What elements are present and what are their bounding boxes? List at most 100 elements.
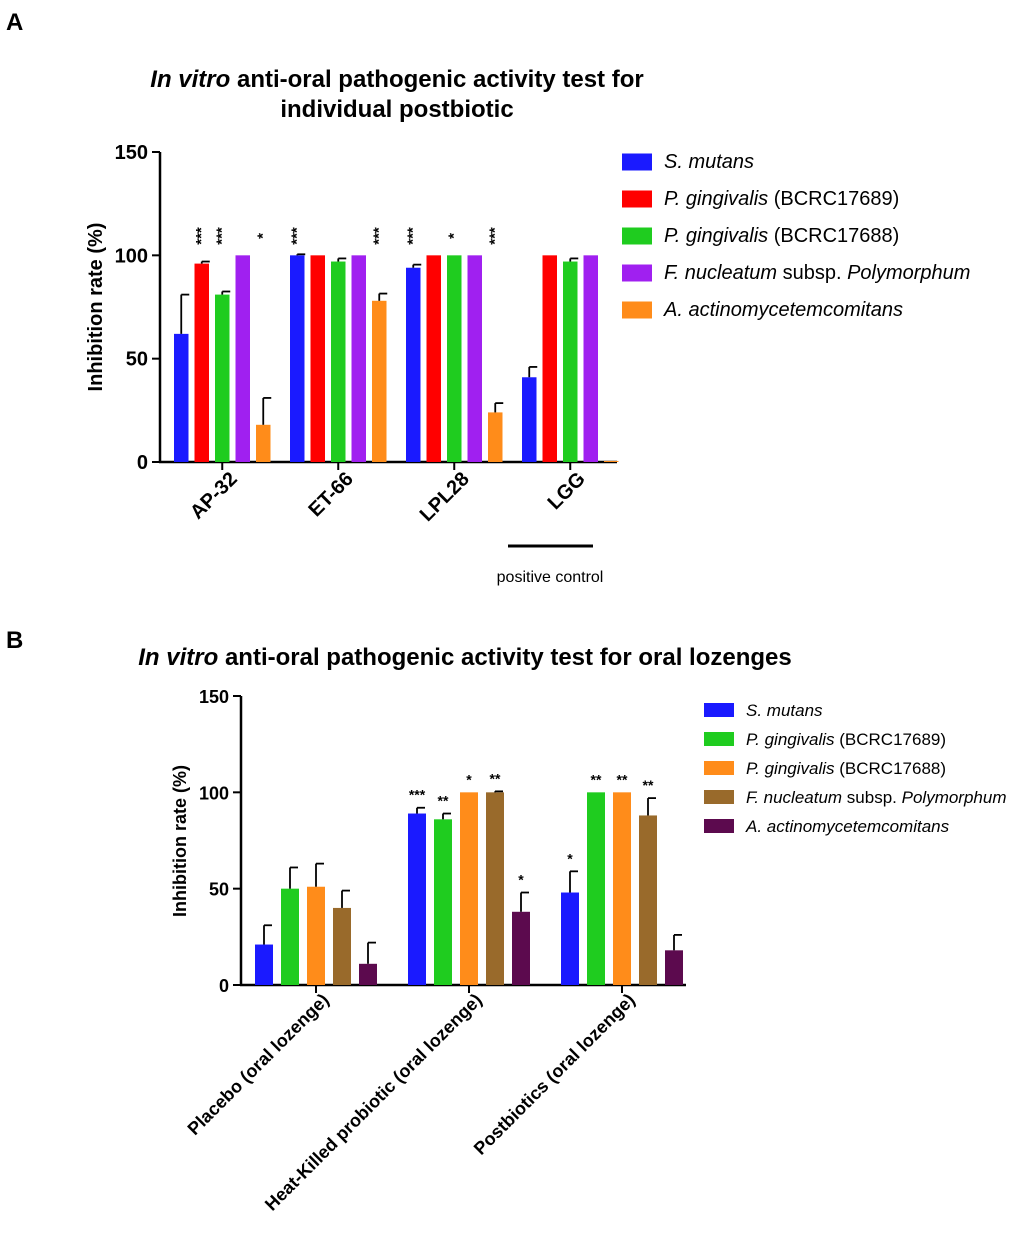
y-tick-label: 100 <box>199 783 229 803</box>
significance-stars: ** <box>490 770 501 786</box>
legend-label-italic: S. mutans <box>664 151 754 173</box>
bar <box>486 792 504 985</box>
significance-stars: ** <box>643 777 654 793</box>
bar <box>408 813 426 985</box>
bar <box>174 333 189 462</box>
legend-label-rest: (BCRC17688) <box>768 225 899 247</box>
y-tick-label: 50 <box>126 349 148 371</box>
legend-label: A. actinomycetemcomitans <box>663 299 903 321</box>
significance-stars: * <box>254 233 271 239</box>
legend-label: S. mutans <box>746 701 823 720</box>
bar <box>359 963 377 985</box>
bar <box>639 815 657 985</box>
chart-a-title-line2: individual postbiotic <box>280 96 513 123</box>
legend-label-rest: subsp. <box>777 262 847 284</box>
chart-b-title: In vitro anti-oral pathogenic activity t… <box>138 644 791 671</box>
legend-label-rest: (BCRC17689) <box>768 188 899 210</box>
significance-stars: * <box>445 233 462 239</box>
legend-swatch <box>622 301 652 319</box>
legend-label: F. nucleatum subsp. Polymorphum <box>664 262 970 284</box>
bar <box>512 911 530 985</box>
bar <box>604 460 619 462</box>
legend-label-italic: P. gingivalis <box>746 730 835 749</box>
legend-label-italic-2: Polymorphum <box>847 262 970 284</box>
x-tick-label: Placebo (oral lozenge) <box>184 990 333 1139</box>
chart-a-ylabel: Inhibition rate (%) <box>85 223 107 392</box>
significance-stars: ** <box>591 771 602 787</box>
panel-label-a: A <box>6 9 23 36</box>
legend-swatch <box>704 790 734 804</box>
legend-swatch <box>704 761 734 775</box>
bar <box>194 263 209 462</box>
y-tick-label: 150 <box>199 687 229 707</box>
significance-stars: *** <box>404 227 421 245</box>
bar <box>333 907 351 985</box>
legend-swatch <box>622 227 652 245</box>
legend-label-italic: A. actinomycetemcomitans <box>663 299 903 321</box>
significance-stars: ** <box>438 793 449 809</box>
bar <box>255 944 273 985</box>
significance-stars: ** <box>617 771 628 787</box>
bar <box>467 255 482 462</box>
legend-swatch <box>622 190 652 208</box>
legend-swatch <box>622 264 652 282</box>
legend-label-italic: F. nucleatum <box>746 788 842 807</box>
legend-label-italic: P. gingivalis <box>746 759 835 778</box>
x-tick-label: LPL28 <box>416 468 474 526</box>
legend-label-rest: (BCRC17688) <box>835 759 947 778</box>
legend-label: P. gingivalis (BCRC17689) <box>664 188 899 210</box>
bar <box>351 255 366 462</box>
y-tick-label: 150 <box>115 142 148 164</box>
legend-label: P. gingivalis (BCRC17688) <box>664 225 899 247</box>
significance-stars: *** <box>288 227 305 245</box>
x-tick-label: ET-66 <box>304 468 357 521</box>
bar <box>215 294 230 462</box>
y-tick-label: 100 <box>115 245 148 267</box>
legend-swatch <box>622 153 652 171</box>
legend-label-italic: P. gingivalis <box>664 188 768 210</box>
legend-label: S. mutans <box>664 151 754 173</box>
bar <box>447 255 462 462</box>
legend-label: P. gingivalis (BCRC17688) <box>746 759 946 778</box>
significance-stars: *** <box>213 227 230 245</box>
legend-label-italic: S. mutans <box>746 701 823 720</box>
significance-stars: *** <box>370 227 387 245</box>
legend-label-italic-2: Polymorphum <box>902 788 1007 807</box>
significance-stars: *** <box>193 227 210 245</box>
significance-stars: * <box>518 872 524 888</box>
legend-label-italic: P. gingivalis <box>664 225 768 247</box>
bar <box>665 950 683 985</box>
x-tick-label: LGG <box>544 468 590 514</box>
legend-label: P. gingivalis (BCRC17689) <box>746 730 946 749</box>
bar <box>331 261 346 462</box>
legend-label: F. nucleatum subsp. Polymorphum <box>746 788 1007 807</box>
legend-label-rest: (BCRC17689) <box>835 730 947 749</box>
chart-b-title-rest: anti-oral pathogenic activity test for o… <box>218 644 791 671</box>
positive-control-label: positive control <box>497 569 604 586</box>
legend-swatch <box>704 703 734 717</box>
chart-a-title-italic: In vitro <box>150 66 230 93</box>
bar <box>561 892 579 985</box>
significance-stars: *** <box>486 227 503 245</box>
chart-a-title-rest: anti-oral pathogenic activity test for <box>230 66 643 93</box>
x-tick-label: AP-32 <box>186 468 242 524</box>
bar <box>310 255 325 462</box>
bar <box>290 255 305 462</box>
bar <box>235 255 250 462</box>
bar <box>434 819 452 985</box>
chart-b-title-italic: In vitro <box>138 644 218 671</box>
bar <box>460 792 478 985</box>
bar <box>613 792 631 985</box>
legend-label-rest: subsp. <box>842 788 902 807</box>
bar <box>488 412 503 462</box>
panel-label-b: B <box>6 627 23 654</box>
y-tick-label: 0 <box>219 976 229 996</box>
legend-swatch <box>704 819 734 833</box>
legend-label-italic: F. nucleatum <box>664 262 777 284</box>
bar <box>583 255 598 462</box>
significance-stars: *** <box>409 787 426 803</box>
bar <box>406 267 421 462</box>
legend-label-italic: A. actinomycetemcomitans <box>745 817 950 836</box>
